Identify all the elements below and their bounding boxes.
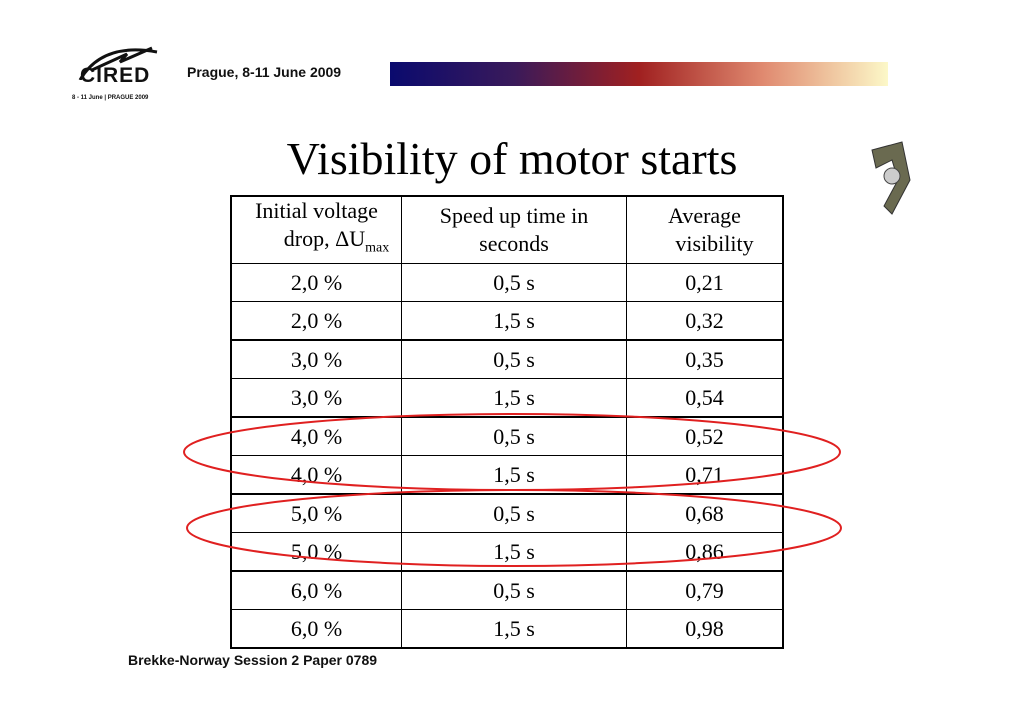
highlight-ellipse-4pct	[183, 413, 841, 491]
table-row: 3,0 % 0,5 s 0,35	[230, 339, 784, 379]
table-row: 6,0 % 1,5 s 0,98	[230, 609, 784, 649]
voltage-drop-cell: 2,0 %	[230, 301, 402, 341]
voltage-drop-cell: 6,0 %	[230, 570, 402, 610]
visibility-cell: 0,21	[626, 263, 784, 302]
speed-up-time-cell: 0,5 s	[401, 416, 627, 456]
speed-up-time-cell: 1,5 s	[401, 455, 627, 495]
visibility-cell: 0,68	[626, 493, 784, 533]
voltage-drop-cell: 5,0 %	[230, 493, 402, 533]
voltage-drop-cell: 3,0 %	[230, 378, 402, 418]
voltage-drop-cell: 4,0 %	[230, 416, 402, 456]
header-voltage-drop: Initial voltage drop, ΔUmax	[230, 195, 402, 264]
visibility-cell: 0,98	[626, 609, 784, 649]
speed-up-time-cell: 0,5 s	[401, 570, 627, 610]
voltage-drop-cell: 2,0 %	[230, 263, 402, 302]
table-header-row: Initial voltage drop, ΔUmax Speed up time…	[230, 195, 784, 264]
speed-up-time-cell: 1,5 s	[401, 301, 627, 341]
visibility-cell: 0,32	[626, 301, 784, 341]
visibility-cell: 0,52	[626, 416, 784, 456]
speed-up-time-cell: 1,5 s	[401, 609, 627, 649]
visibility-cell: 0,35	[626, 339, 784, 379]
table-row: 3,0 % 1,5 s 0,54	[230, 378, 784, 418]
cired-logo: CIRED 8 - 11 June | PRAGUE 2009	[72, 40, 167, 106]
header-average-visibility: Average visibility	[626, 195, 784, 264]
table-row: 4,0 % 0,5 s 0,52	[230, 416, 784, 456]
visibility-table: Initial voltage drop, ΔUmax Speed up time…	[230, 195, 784, 649]
visibility-cell: 0,54	[626, 378, 784, 418]
table-row: 5,0 % 0,5 s 0,68	[230, 493, 784, 533]
voltage-drop-cell: 6,0 %	[230, 609, 402, 649]
speed-up-time-cell: 0,5 s	[401, 263, 627, 302]
logo-subtitle: 8 - 11 June | PRAGUE 2009	[72, 95, 149, 101]
logo-text: CIRED	[80, 64, 151, 87]
table-row: 2,0 % 0,5 s 0,21	[230, 263, 784, 302]
highlight-ellipse-5pct	[186, 489, 842, 567]
table-row: 2,0 % 1,5 s 0,32	[230, 301, 784, 341]
speed-up-time-cell: 1,5 s	[401, 378, 627, 418]
header-speed-up-time: Speed up time in seconds	[401, 195, 627, 264]
slide-title: Visibility of motor starts	[286, 133, 738, 184]
footer-citation: Brekke-Norway Session 2 Paper 0789	[128, 652, 378, 668]
event-header: Prague, 8-11 June 2009	[187, 64, 342, 80]
navigation-arrow-icon[interactable]	[862, 140, 914, 218]
header-gradient-bar	[390, 62, 888, 86]
visibility-cell: 0,71	[626, 455, 784, 495]
